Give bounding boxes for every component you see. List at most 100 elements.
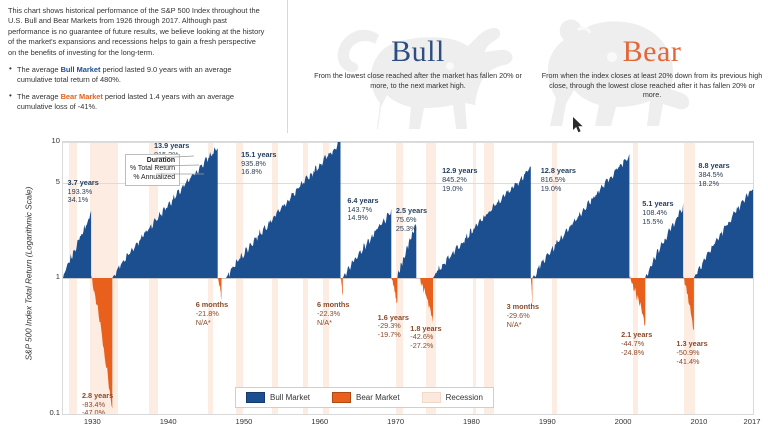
y-axis-ticks: 10 5 1 0.1 — [16, 133, 60, 418]
bear-market-area — [530, 274, 533, 304]
bullet-bear-keyword: Bear Market — [60, 91, 103, 101]
x-tick-1990: 1990 — [538, 417, 556, 426]
y-tick-5: 5 — [55, 176, 60, 186]
x-axis-ticks: 1930 1940 1950 1960 1970 1980 1990 2000 2010 2017 — [62, 417, 761, 431]
annotation-duration: 3.7 years — [67, 177, 99, 187]
legend-item-bull: Bull Market — [246, 392, 310, 403]
annotation-total-return: -42.6% — [410, 332, 434, 342]
bear-market-area — [391, 278, 398, 304]
legend-item-recession: Recession — [421, 392, 483, 403]
bull-heading: Bull — [391, 35, 445, 68]
x-tick-2017: 2017 — [743, 417, 761, 426]
bull-market-area — [693, 189, 753, 278]
legend-item-bear: Bear Market — [332, 392, 400, 403]
bull-market-annotation: 12.9 years 845.2% 19.0% — [442, 166, 478, 193]
mouse-cursor — [573, 117, 584, 133]
bear-market-annotation: 2.1 years -44.7% -24.8% — [621, 330, 653, 357]
baseline — [63, 278, 753, 279]
bear-market-annotation: 1.6 years -29.3% -19.7% — [377, 313, 409, 340]
annotation-duration: 12.9 years — [442, 166, 478, 176]
x-tick-1930: 1930 — [83, 417, 101, 426]
bear-market-area — [629, 276, 646, 327]
bull-definition-block: Bull From the lowest close reached after… — [312, 36, 524, 90]
annotation-annualized: -19.7% — [377, 330, 401, 340]
bullet-bear-post: period lasted 1.4 years with an average … — [17, 91, 234, 112]
bullet-bull-keyword: Bull Market — [60, 65, 101, 75]
annotation-total-return: -29.6% — [506, 311, 530, 321]
y-tick-0.1: 0.1 — [49, 408, 60, 417]
x-tick-2010: 2010 — [690, 417, 708, 426]
annotation-annualized: 18.2% — [698, 178, 720, 188]
bull-market-area — [532, 153, 630, 278]
legend-label-recession: Recession — [445, 393, 483, 402]
annotation-annualized: N/A* — [506, 319, 522, 329]
annotation-annualized: -24.8% — [621, 347, 645, 357]
key-line-annualized: % Annualized — [133, 173, 176, 181]
annotation-duration: 6.4 years — [347, 195, 379, 205]
bear-market-annotation: 1.3 years -50.9% -41.4% — [676, 339, 707, 366]
bullet-bull-pre: The average — [17, 65, 61, 75]
bear-market-annotation: 3 months -29.6% N/A* — [506, 302, 539, 329]
bull-market-annotation: 3.7 years 193.3% 34.1% — [67, 177, 99, 205]
annotation-annualized: 19.0% — [442, 183, 463, 193]
annotation-total-return: -50.9% — [676, 347, 700, 357]
bull-market-area — [226, 142, 341, 278]
bull-market-annotation: 8.8 years 384.5% 18.2% — [698, 161, 730, 188]
chart-section: S&P 500 Index Total Return (Logarithmic … — [0, 133, 768, 432]
annotation-total-return: -21.8% — [195, 308, 219, 318]
annotation-duration: 2.8 years — [81, 390, 114, 400]
bear-market-area — [217, 277, 222, 301]
annotation-annualized: 34.1% — [67, 195, 89, 205]
bear-market-area — [419, 278, 433, 323]
y-tick-10: 10 — [51, 136, 60, 145]
y-tick-1: 1 — [55, 272, 60, 281]
bull-market-area — [433, 166, 531, 278]
x-tick-1960: 1960 — [311, 417, 329, 426]
annotation-total-return: 143.7% — [347, 204, 373, 214]
bear-market-annotation: 6 months -22.3% N/A* — [317, 300, 349, 327]
annotation-total-return: 108.4% — [642, 208, 668, 218]
bullet-bear-pre: The average — [17, 91, 61, 101]
annotation-duration: 6 months — [195, 300, 229, 310]
annotation-annualized: 19.0% — [540, 183, 562, 193]
header-divider — [287, 0, 288, 133]
annotation-total-return: 816.5% — [540, 175, 566, 185]
bullet-bull-post: period lasted 9.0 years with an average … — [17, 65, 232, 85]
annotation-duration: 13.9 years — [153, 141, 190, 150]
bull-market-annotation: 2.5 years 75.6% 25.3% — [395, 206, 428, 233]
bull-market-area — [342, 208, 392, 278]
annotation-total-return: -22.3% — [317, 308, 341, 318]
duration-key-box: Duration % Total Return % Annualized — [125, 154, 181, 187]
bullet-bull-market: The average Bull Market period lasted 9.… — [8, 64, 266, 86]
bear-market-area — [340, 277, 343, 296]
x-tick-1980: 1980 — [462, 417, 480, 426]
annotation-duration: 2.1 years — [621, 330, 653, 339]
intro-paragraph: This chart shows historical performance … — [8, 6, 265, 57]
x-tick-2000: 2000 — [614, 417, 632, 426]
annotation-duration: 8.8 years — [698, 161, 730, 171]
gridline — [63, 142, 753, 143]
bull-market-area — [397, 224, 417, 278]
chart-legend: Bull Market Bear Market Recession — [235, 387, 494, 408]
header-section: This chart shows historical performance … — [0, 0, 768, 133]
annotation-total-return: 845.2% — [442, 175, 467, 185]
bull-market-area — [645, 203, 684, 278]
annotation-duration: 5.1 years — [642, 199, 674, 209]
key-line-total-return: % Total Return — [130, 165, 176, 173]
annotation-total-return: 935.8% — [241, 158, 266, 168]
bear-heading: Bear — [622, 35, 682, 68]
annotation-annualized: N/A* — [195, 317, 211, 327]
annotation-duration: 12.8 years — [540, 166, 576, 176]
bear-market-annotation: 1.8 years -42.6% -27.2% — [410, 324, 441, 351]
bull-market-annotation: 5.1 years 108.4% 15.5% — [642, 199, 674, 226]
bull-market-annotation: 6.4 years 143.7% 14.9% — [347, 195, 379, 223]
legend-swatch-bull — [246, 392, 265, 403]
annotation-annualized: -27.2% — [410, 341, 434, 351]
annotation-total-return: -83.4% — [81, 399, 106, 409]
bull-market-annotation: 15.1 years 935.8% 16.8% — [241, 150, 276, 177]
annotation-annualized: N/A* — [317, 317, 333, 327]
annotation-duration: 2.5 years — [395, 206, 428, 216]
x-tick-1950: 1950 — [235, 417, 253, 426]
